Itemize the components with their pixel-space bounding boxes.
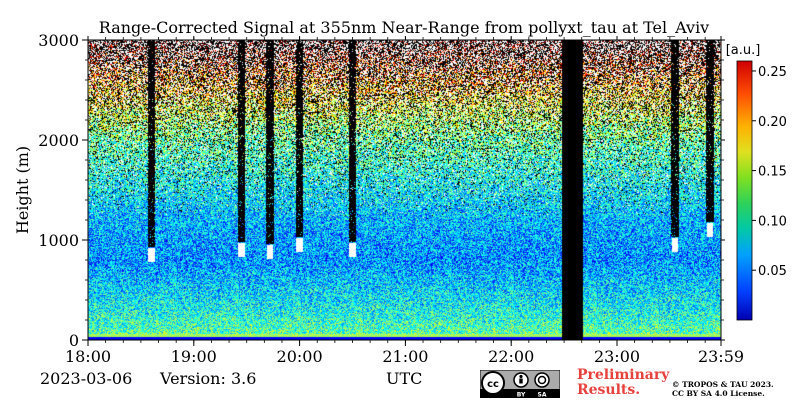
- y-tick-label: 2000: [38, 131, 79, 150]
- y-tick-label: 0: [69, 331, 79, 350]
- x-tick-label: 23:00: [594, 347, 640, 366]
- colorbar-ticks: 0.05 0.10 0.15 0.20 0.25: [752, 65, 787, 279]
- version-label: Version: 3.6: [160, 369, 257, 388]
- preliminary-line-2: Results.: [577, 382, 641, 398]
- colorbar-unit: [a.u.]: [726, 43, 761, 58]
- y-tick-label: 1000: [38, 231, 79, 250]
- x-tick-label: 22:00: [488, 347, 534, 366]
- y-axis-label: Height (m): [13, 146, 32, 234]
- heatmap-image: [88, 40, 721, 340]
- colorbar-tick-label: 0.15: [758, 165, 787, 180]
- colorbar-tick-label: 0.05: [758, 264, 787, 279]
- copyright-line-1: © TROPOS & TAU 2023.: [672, 380, 774, 389]
- copyright-line-2: CC BY SA 4.0 License.: [672, 389, 765, 398]
- colorbar-tick-label: 0.25: [758, 65, 787, 80]
- x-tick-label: 20:00: [277, 347, 323, 366]
- svg-text:BY: BY: [517, 392, 526, 399]
- colorbar-tick-label: 0.10: [758, 214, 787, 229]
- x-tick-label: 21:00: [382, 347, 428, 366]
- svg-text:SA: SA: [538, 392, 547, 399]
- date-label: 2023-03-06: [40, 369, 133, 388]
- x-tick-label: 18:00: [65, 347, 111, 366]
- copyright-notice: © TROPOS & TAU 2023. CC BY SA 4.0 Licens…: [672, 380, 774, 398]
- x-axis-label: UTC: [386, 369, 423, 388]
- x-tick-label: 19:00: [171, 347, 217, 366]
- plot-frame: [87, 39, 722, 341]
- preliminary-line-1: Preliminary: [577, 367, 670, 383]
- colorbar: [a.u.] 0.05 0.10 0.15 0.20 0.25: [726, 43, 787, 321]
- heatmap-area: [88, 40, 721, 340]
- y-tick-label: 3000: [38, 31, 79, 50]
- colorbar-tick-label: 0.20: [758, 115, 787, 130]
- svg-text:cc: cc: [487, 379, 499, 390]
- preliminary-notice: Preliminary Results.: [577, 368, 669, 398]
- colorbar-gradient: [736, 60, 753, 321]
- y-axis: 0 1000 2000 3000: [38, 31, 725, 350]
- cc-by-sa-logo: cc BY SA: [479, 369, 561, 399]
- x-axis: 18:00 19:00 20:00 21:00 22:00 23:00 23:59: [65, 36, 744, 366]
- chart-title: Range-Corrected Signal at 355nm Near-Ran…: [99, 18, 709, 37]
- x-tick-label: 23:59: [698, 347, 744, 366]
